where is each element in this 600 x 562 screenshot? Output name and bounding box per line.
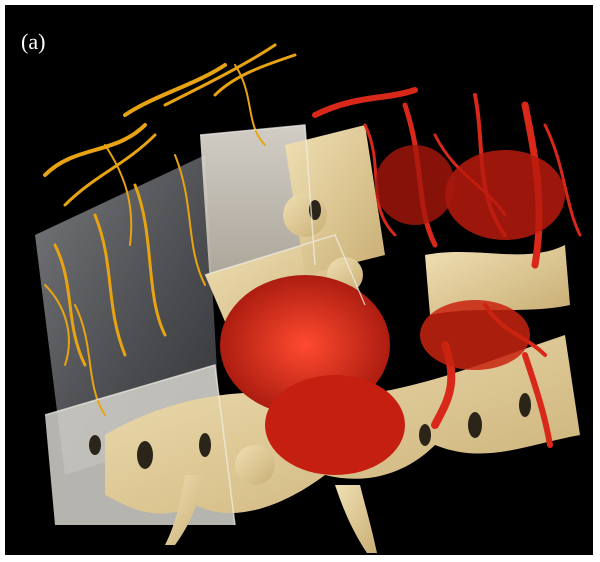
- 3d-render-svg: [35, 43, 582, 553]
- red-vessel-mass: [220, 145, 565, 475]
- panel-label: (a): [21, 29, 46, 54]
- render-image: (a): [5, 5, 593, 555]
- yellow-vessels: [43, 43, 297, 416]
- bone-pores: [89, 200, 531, 469]
- block-edges: [44, 124, 366, 526]
